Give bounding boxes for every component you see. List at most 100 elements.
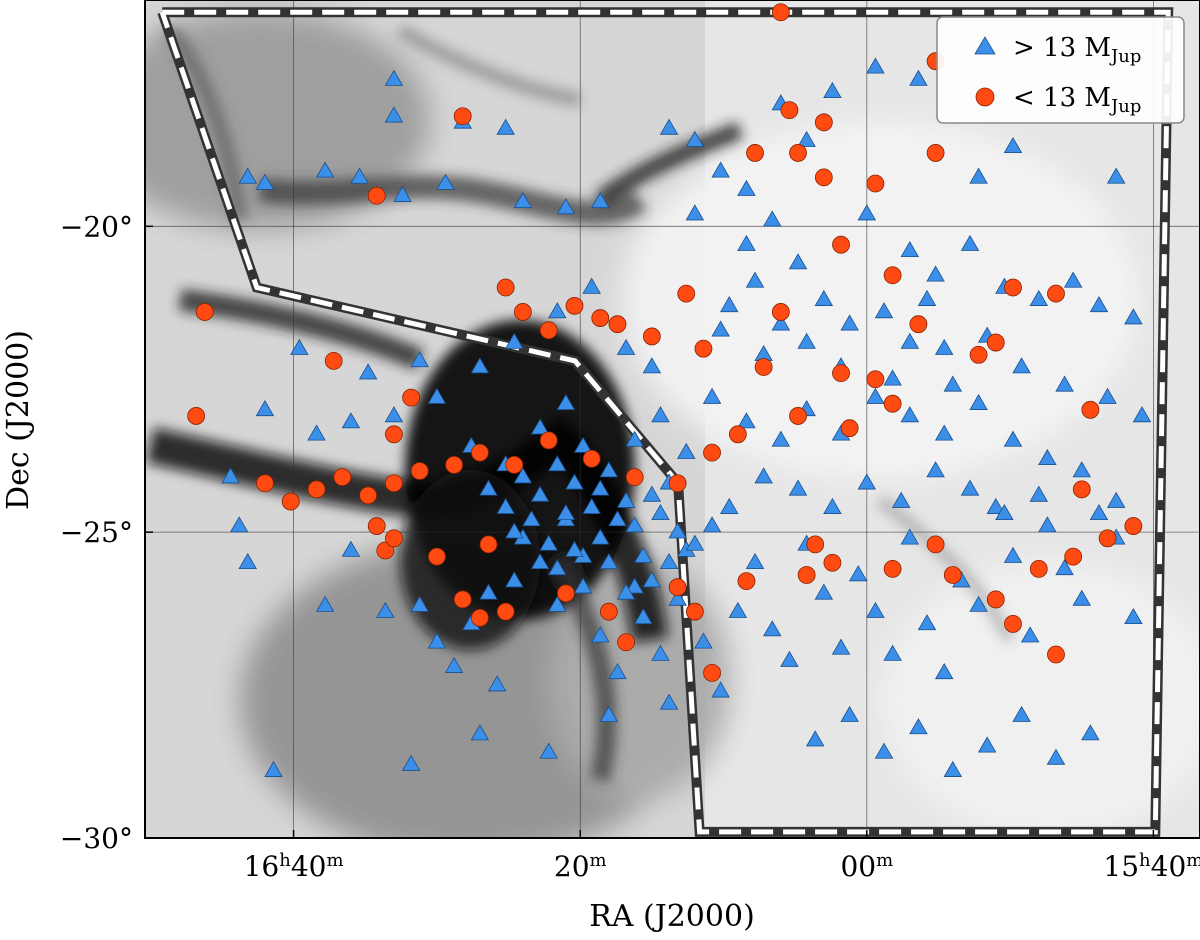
point-planetary-mass-30	[539, 431, 558, 450]
point-brown-dwarf-123	[1020, 626, 1040, 643]
point-brown-dwarf-52	[290, 338, 309, 355]
point-brown-dwarf-57	[427, 387, 447, 404]
point-brown-dwarf-98	[608, 663, 627, 680]
point-brown-dwarf-183	[659, 693, 679, 710]
boundary-outline	[157, 7, 1174, 837]
point-brown-dwarf-44	[711, 320, 730, 337]
point-planetary-mass-27	[668, 474, 687, 493]
point-brown-dwarf-158	[685, 534, 705, 551]
point-planetary-mass-4	[789, 144, 807, 162]
point-planetary-mass-48	[471, 608, 489, 627]
point-brown-dwarf-195	[1012, 357, 1031, 374]
point-brown-dwarf-124	[1038, 516, 1057, 533]
point-brown-dwarf-109	[780, 650, 799, 667]
point-planetary-mass-15	[591, 309, 610, 327]
point-brown-dwarf-97	[591, 626, 610, 643]
point-brown-dwarf-84	[376, 601, 395, 618]
point-brown-dwarf-36	[1089, 296, 1109, 313]
point-planetary-mass-19	[754, 358, 773, 376]
point-planetary-mass-83	[883, 266, 902, 285]
point-brown-dwarf-179	[401, 754, 421, 771]
point-planetary-mass-78	[986, 333, 1005, 352]
point-planetary-mass-11	[496, 278, 515, 297]
point-planetary-mass-31	[505, 455, 524, 474]
point-brown-dwarf-0	[384, 69, 404, 86]
point-brown-dwarf-76	[1003, 430, 1023, 447]
point-brown-dwarf-93	[530, 552, 550, 569]
point-brown-dwarf-178	[1081, 724, 1100, 741]
point-planetary-mass-10	[367, 186, 386, 205]
point-brown-dwarf-94	[548, 595, 567, 612]
point-brown-dwarf-18	[797, 130, 816, 147]
point-brown-dwarf-126	[1072, 589, 1092, 606]
point-brown-dwarf-181	[539, 742, 558, 759]
point-brown-dwarf-100	[634, 607, 653, 625]
point-planetary-mass-12	[513, 303, 532, 321]
point-brown-dwarf-66	[677, 442, 696, 459]
point-planetary-mass-35	[385, 474, 403, 493]
point-brown-dwarf-191	[771, 314, 791, 331]
point-planetary-mass-77	[969, 345, 988, 364]
point-brown-dwarf-153	[599, 552, 619, 569]
point-brown-dwarf-161	[754, 467, 773, 484]
y-tick-label-1: −25°	[60, 516, 133, 549]
point-planetary-mass-13	[539, 321, 558, 340]
point-brown-dwarf-107	[745, 552, 765, 569]
point-brown-dwarf-35	[1063, 271, 1083, 288]
point-brown-dwarf-22	[969, 167, 988, 184]
point-brown-dwarf-125	[1055, 559, 1074, 576]
point-planetary-mass-81	[1081, 400, 1100, 419]
point-brown-dwarf-164	[857, 473, 877, 490]
point-brown-dwarf-69	[771, 430, 791, 447]
point-brown-dwarf-199	[616, 338, 636, 355]
point-brown-dwarf-167	[960, 479, 980, 496]
point-brown-dwarf-55	[341, 412, 361, 429]
point-planetary-mass-55	[703, 663, 721, 682]
plot-frame	[144, 0, 1200, 839]
point-brown-dwarf-34	[1029, 289, 1049, 306]
point-planetary-mass-16	[608, 315, 627, 334]
point-planetary-mass-74	[677, 284, 696, 303]
point-brown-dwarf-72	[866, 387, 885, 404]
point-brown-dwarf-198	[1132, 406, 1152, 423]
point-brown-dwarf-138	[591, 479, 610, 496]
point-planetary-mass-47	[453, 590, 472, 609]
point-planetary-mass-28	[625, 468, 644, 487]
point-brown-dwarf-142	[642, 485, 662, 502]
point-brown-dwarf-10	[513, 192, 533, 209]
point-planetary-mass-65	[1064, 547, 1083, 566]
point-brown-dwarf-53	[255, 400, 275, 417]
point-brown-dwarf-51	[358, 363, 378, 380]
point-brown-dwarf-8	[393, 185, 412, 202]
point-brown-dwarf-129	[1124, 607, 1143, 625]
point-brown-dwarf-89	[479, 583, 498, 600]
point-brown-dwarf-91	[505, 571, 524, 588]
point-brown-dwarf-29	[857, 204, 877, 221]
point-planetary-mass-84	[806, 535, 825, 554]
point-brown-dwarf-15	[711, 161, 730, 178]
legend-label-0: > 13 MJup	[1013, 33, 1141, 67]
point-planetary-mass-45	[428, 547, 446, 566]
point-brown-dwarf-63	[599, 461, 619, 478]
point-brown-dwarf-85	[410, 595, 429, 612]
point-brown-dwarf-39	[934, 338, 954, 355]
point-brown-dwarf-113	[848, 565, 868, 582]
point-brown-dwarf-74	[934, 424, 954, 441]
point-planetary-mass-39	[281, 492, 300, 511]
point-brown-dwarf-80	[221, 467, 240, 484]
point-brown-dwarf-189	[917, 289, 937, 306]
point-planetary-mass-29	[582, 449, 601, 468]
point-brown-dwarf-169	[1029, 485, 1049, 502]
point-planetary-mass-41	[385, 425, 403, 444]
point-planetary-mass-33	[445, 455, 464, 474]
point-brown-dwarf-193	[883, 369, 902, 386]
point-brown-dwarf-145	[668, 522, 687, 539]
point-brown-dwarf-3	[496, 118, 515, 135]
point-brown-dwarf-13	[659, 118, 679, 135]
point-brown-dwarf-180	[470, 724, 490, 741]
point-brown-dwarf-5	[255, 173, 275, 190]
point-planetary-mass-70	[195, 303, 214, 321]
point-brown-dwarf-61	[556, 393, 576, 410]
point-brown-dwarf-134	[548, 455, 567, 472]
point-brown-dwarf-62	[573, 436, 593, 453]
